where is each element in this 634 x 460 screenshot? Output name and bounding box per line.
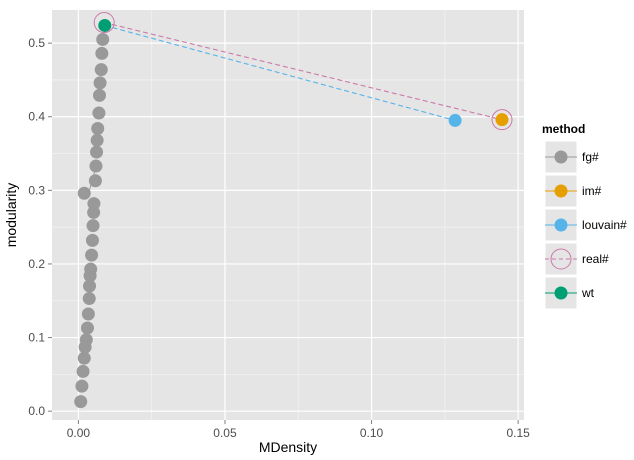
fg-point bbox=[94, 63, 108, 77]
y-tick-label: 0.3 bbox=[28, 183, 45, 197]
legend-marker-louvain bbox=[554, 218, 568, 232]
fg-point bbox=[79, 333, 93, 347]
fg-point bbox=[82, 292, 96, 306]
fg-point bbox=[90, 145, 104, 159]
fg-point bbox=[76, 364, 90, 378]
fg-point bbox=[84, 262, 98, 276]
legend-title: method bbox=[542, 122, 585, 136]
y-tick-label: 0.1 bbox=[28, 331, 45, 345]
fg-point bbox=[95, 46, 109, 60]
fg-point bbox=[77, 186, 91, 200]
y-axis-title: modularity bbox=[3, 183, 19, 248]
fg-point bbox=[80, 321, 94, 335]
x-axis-title: MDensity bbox=[259, 439, 317, 455]
legend-marker-real bbox=[550, 248, 572, 270]
fg-point bbox=[93, 76, 107, 90]
fg-point bbox=[88, 174, 102, 188]
y-tick-label: 0.2 bbox=[28, 257, 45, 271]
legend-entry-im: im# bbox=[544, 174, 602, 208]
legend: method fg# im# louvain# real# wt bbox=[542, 122, 627, 310]
real-point bbox=[93, 12, 115, 34]
fg-point bbox=[91, 122, 105, 136]
x-axis-ticks: 0.00 0.05 0.10 0.15 bbox=[67, 420, 530, 440]
fg-point bbox=[85, 233, 99, 247]
y-tick-label: 0.5 bbox=[28, 36, 45, 50]
real-point bbox=[491, 109, 513, 131]
x-tick-label: 0.05 bbox=[213, 426, 237, 440]
x-tick-label: 0.10 bbox=[360, 426, 384, 440]
dashed-connector-line bbox=[104, 21, 503, 121]
fg-point bbox=[90, 133, 104, 147]
plot-panel bbox=[52, 10, 524, 420]
fg-point bbox=[74, 395, 88, 409]
fg-point bbox=[92, 88, 106, 102]
x-tick-label: 0.15 bbox=[506, 426, 530, 440]
data-points bbox=[74, 12, 513, 409]
legend-entry-real: real# bbox=[544, 242, 609, 276]
legend-label-im: im# bbox=[582, 184, 602, 198]
major-gridlines bbox=[52, 10, 524, 420]
legend-label-real: real# bbox=[582, 252, 609, 266]
legend-entry-louvain: louvain# bbox=[544, 208, 627, 242]
legend-label-wt: wt bbox=[581, 286, 595, 300]
legend-marker-wt bbox=[554, 286, 568, 300]
legend-marker-im bbox=[554, 184, 568, 198]
fg-point bbox=[87, 197, 101, 211]
fg-point bbox=[77, 351, 91, 365]
fg-point bbox=[89, 159, 103, 173]
y-tick-label: 0.0 bbox=[28, 404, 45, 418]
louvain-point bbox=[448, 113, 462, 127]
fg-point bbox=[92, 106, 106, 120]
legend-marker-fg bbox=[554, 150, 568, 164]
fg-point bbox=[85, 248, 99, 262]
legend-entry-wt: wt bbox=[544, 276, 595, 310]
fg-point bbox=[86, 219, 100, 233]
im-point bbox=[495, 113, 509, 127]
fg-point bbox=[83, 279, 97, 293]
legend-label-louvain: louvain# bbox=[582, 218, 627, 232]
legend-label-fg: fg# bbox=[582, 150, 599, 164]
y-tick-label: 0.4 bbox=[28, 110, 45, 124]
wt-point bbox=[98, 18, 112, 32]
y-axis-ticks: 0.0 0.1 0.2 0.3 0.4 0.5 bbox=[28, 36, 52, 418]
fg-point bbox=[96, 32, 110, 46]
legend-entry-fg: fg# bbox=[544, 140, 599, 174]
fg-point bbox=[81, 307, 95, 321]
fg-point bbox=[75, 379, 89, 393]
dashed-connector-line bbox=[104, 24, 456, 121]
x-tick-label: 0.00 bbox=[67, 426, 91, 440]
